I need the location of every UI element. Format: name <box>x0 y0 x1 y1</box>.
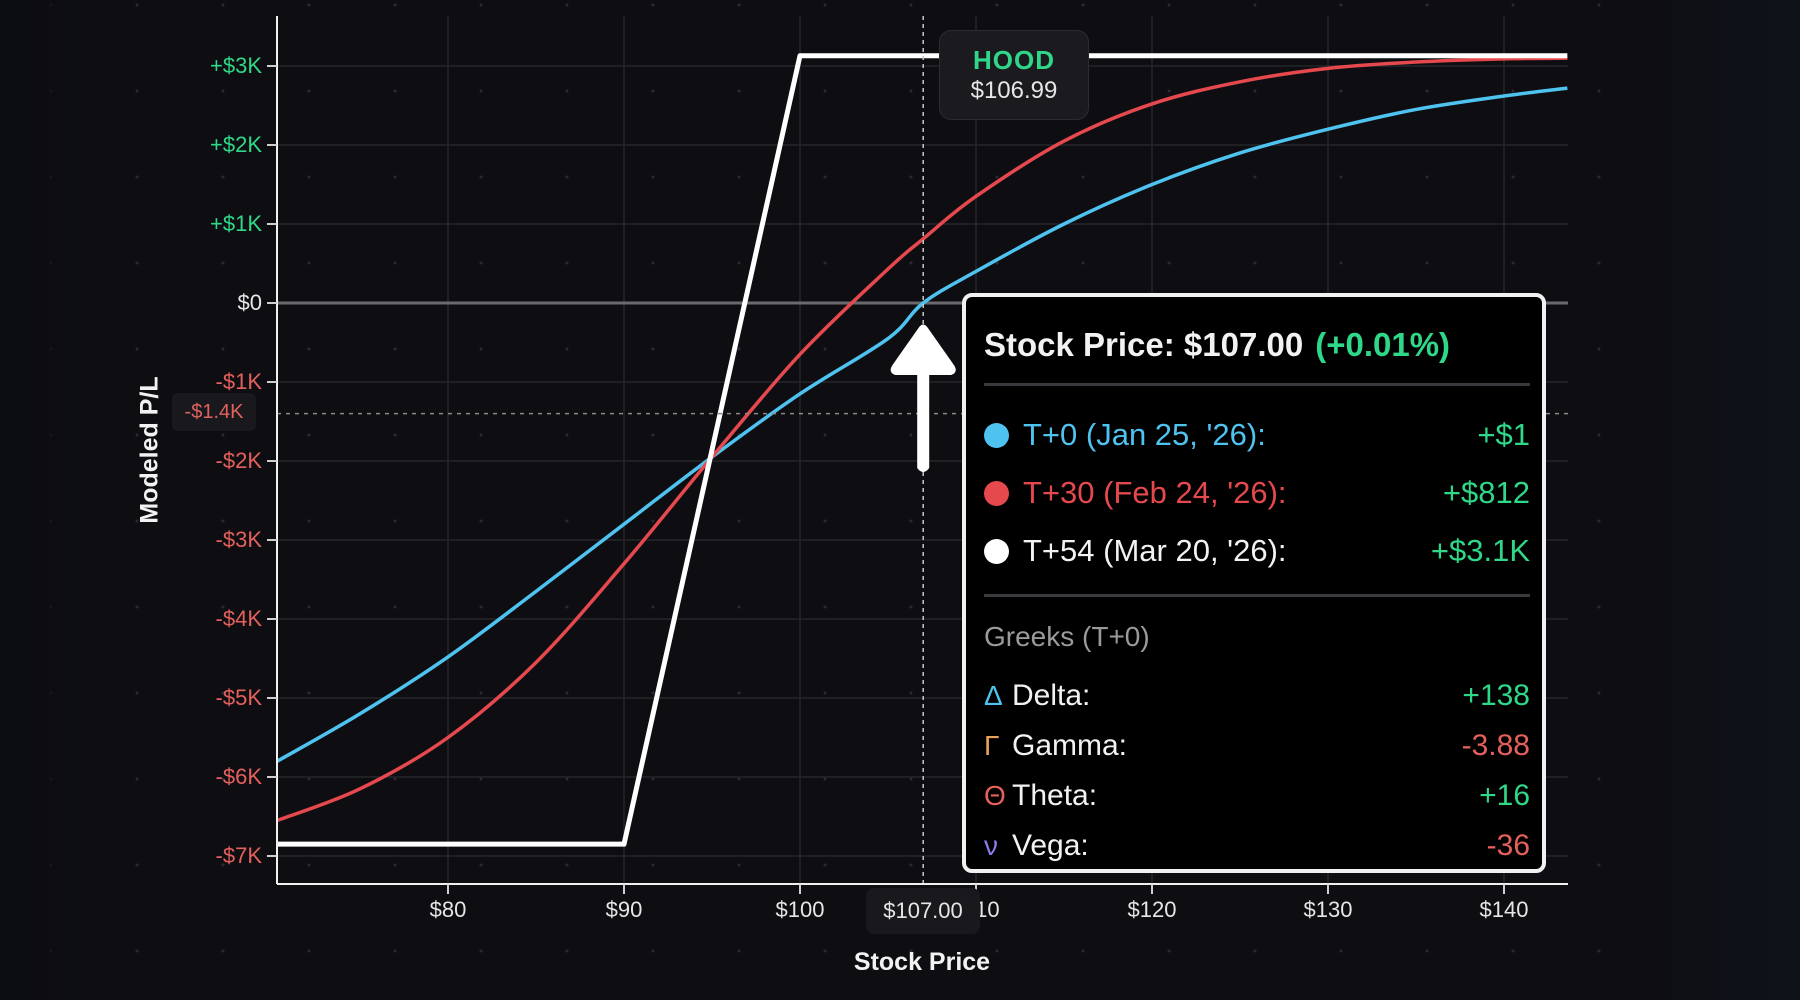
greek-row-theta: Θ Theta: +16 <box>984 771 1530 821</box>
series-value: +$1 <box>1477 417 1530 452</box>
greek-value: -36 <box>1486 829 1530 862</box>
x-tick-label: $80 <box>429 897 467 922</box>
ticker-symbol: HOOD <box>973 45 1055 75</box>
greek-label: Theta: <box>1012 779 1098 812</box>
x-tick-label: $90 <box>605 897 643 922</box>
y-tick-label: +$1K <box>210 211 262 236</box>
tooltip-stock-price: Stock Price: $107.00 <box>984 326 1304 363</box>
right-background-panel <box>1670 0 1800 1000</box>
series-value: +$3.1K <box>1430 533 1530 568</box>
y-tick-label: -$6K <box>215 764 262 789</box>
y-tick-label: -$3K <box>215 527 262 552</box>
series-dot-icon <box>984 538 1009 564</box>
hover-tooltip: Stock Price: $107.00 (+0.01%) T+0 (Jan 2… <box>962 293 1546 873</box>
greek-value: +16 <box>1479 779 1530 812</box>
up-arrow-icon <box>890 324 956 472</box>
tooltip-price-change: (+0.01%) <box>1315 326 1451 363</box>
series-dot-icon <box>984 422 1009 448</box>
gamma-icon: Γ <box>984 730 1000 761</box>
y-tick-label: +$3K <box>210 53 262 78</box>
greeks-title: Greeks (T+0) <box>984 621 1150 652</box>
crosshair-y-label: -$1.4K <box>172 393 256 431</box>
series-label: T+54 (Mar 20, '26): <box>1023 533 1287 568</box>
greek-value: +138 <box>1462 679 1530 712</box>
y-tick-label: +$2K <box>210 132 262 157</box>
x-axis-title: Stock Price <box>853 948 991 976</box>
tooltip-title: Stock Price: $107.00 (+0.01%) <box>984 323 1530 367</box>
greek-row-vega: ν Vega: -36 <box>984 821 1530 871</box>
x-tick-label: $130 <box>1303 897 1353 922</box>
series-line-1 <box>276 56 1568 823</box>
greek-label: Delta: <box>1012 679 1091 712</box>
series-value: +$812 <box>1442 475 1530 510</box>
greek-label: Gamma: <box>1012 729 1128 762</box>
y-tick-label: -$4K <box>215 606 262 631</box>
tooltip-divider <box>984 594 1530 597</box>
delta-icon: Δ <box>984 680 1003 711</box>
series-line-0 <box>276 86 1568 763</box>
x-tick-label: $120 <box>1127 897 1177 922</box>
greek-label: Vega: <box>1012 829 1089 862</box>
y-tick-label: $0 <box>237 290 262 315</box>
y-tick-label: -$7K <box>215 843 262 868</box>
x-tick-label: $140 <box>1479 897 1529 922</box>
y-axis-title: Modeled P/L <box>135 376 164 524</box>
vega-icon: ν <box>984 830 998 861</box>
y-tick-label: -$2K <box>215 448 262 473</box>
series-dot-icon <box>984 480 1009 506</box>
crosshair-x-label: $107.00 <box>866 888 980 934</box>
ticker-price: $106.99 <box>970 77 1058 104</box>
greek-row-delta: Δ Delta: +138 <box>984 671 1530 721</box>
y-tick-label: -$1K <box>215 369 262 394</box>
greek-value: -3.88 <box>1461 729 1530 762</box>
left-background-panel <box>0 0 120 1000</box>
tooltip-series-row: T+54 (Mar 20, '26): +$3.1K <box>984 522 1530 580</box>
tooltip-series-row: T+30 (Feb 24, '26): +$812 <box>984 464 1530 522</box>
series-label: T+0 (Jan 25, '26): <box>1023 417 1266 452</box>
tooltip-series-row: T+0 (Jan 25, '26): +$1 <box>984 406 1530 464</box>
theta-icon: Θ <box>984 780 1006 811</box>
y-tick-label: -$5K <box>215 685 262 710</box>
series-label: T+30 (Feb 24, '26): <box>1023 475 1287 510</box>
tooltip-divider <box>984 383 1530 386</box>
x-tick-label: $100 <box>775 897 825 922</box>
series-line-2 <box>277 53 1568 847</box>
greek-row-gamma: Γ Gamma: -3.88 <box>984 721 1530 771</box>
ticker-marker[interactable]: HOOD $106.99 <box>939 30 1089 120</box>
